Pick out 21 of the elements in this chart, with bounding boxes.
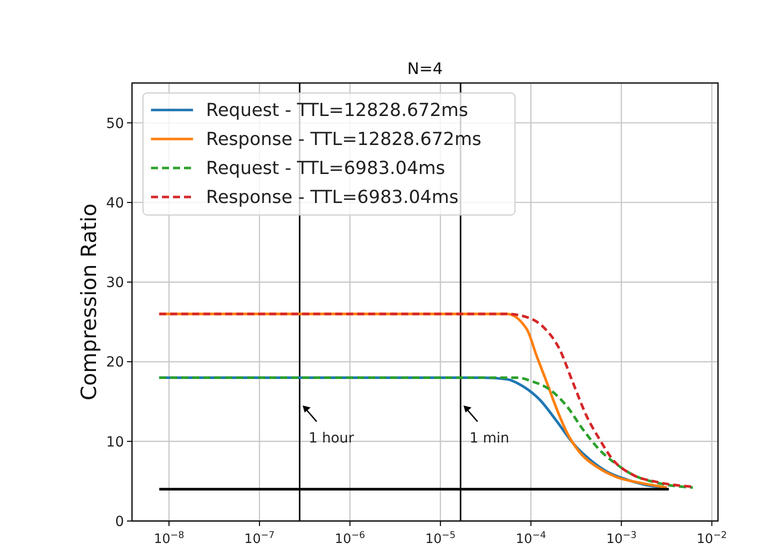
- chart-title: N=4: [407, 59, 443, 78]
- y-tick-label: 20: [106, 354, 124, 371]
- x-tick-label: 10$^{−8}$: [154, 530, 184, 547]
- y-tick-label: 30: [106, 275, 124, 292]
- y-tick-label: 0: [115, 514, 124, 530]
- x-tick-label: 10$^{−7}$: [244, 530, 275, 547]
- y-tick-label: 40: [106, 195, 124, 212]
- legend-label: Response - TTL=6983.04ms: [206, 187, 459, 208]
- y-tick-label: 50: [106, 116, 124, 132]
- legend-label: Request - TTL=6983.04ms: [206, 158, 446, 179]
- legend-label: Response - TTL=12828.672ms: [206, 129, 482, 150]
- x-tick-label: 10$^{−2}$: [696, 530, 728, 547]
- x-tick-label: 10$^{−5}$: [425, 530, 456, 547]
- x-tick-label: 10$^{−6}$: [334, 530, 366, 547]
- x-tick-label: 10$^{−3}$: [606, 530, 637, 547]
- x-tick-label: 10$^{−4}$: [516, 530, 546, 547]
- y-tick-label: 10: [106, 434, 124, 450]
- legend-label: Request - TTL=12828.672ms: [206, 100, 468, 121]
- annotation: 1 min: [470, 430, 510, 447]
- y-axis-title: Compression Ratio: [77, 204, 101, 400]
- annotation: 1 hour: [308, 430, 354, 447]
